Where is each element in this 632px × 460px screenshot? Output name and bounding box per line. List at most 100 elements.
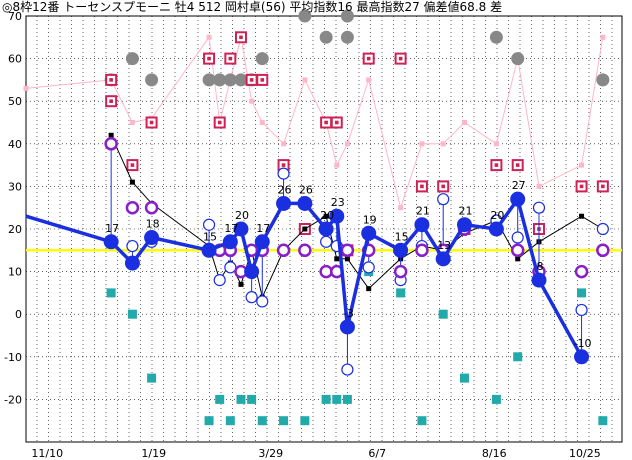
open-circle-marker	[256, 295, 269, 308]
chart-title: ◎8枠12番 トーセンスプモーニ 牡4 512 岡村卓(56) 平均指数16 最…	[2, 0, 502, 14]
ring-marker	[340, 243, 355, 258]
pink-series-point	[129, 120, 135, 125]
main-series-point	[233, 221, 249, 237]
main-series-point	[510, 191, 526, 207]
pink-square-center	[260, 78, 265, 82]
main-data-label: 23	[331, 196, 345, 209]
main-data-label: 20	[235, 209, 249, 222]
pink-square-center	[366, 56, 371, 61]
x-tick-label: 10/25	[569, 447, 601, 460]
teal-square-marker	[332, 394, 342, 404]
y-tick-label: 40	[8, 138, 22, 151]
main-data-label: 15	[203, 230, 217, 243]
pink-square-center	[130, 163, 135, 167]
main-series-point	[414, 217, 430, 233]
main-series-point	[103, 234, 119, 250]
gray-circle-marker	[145, 73, 159, 87]
gray-circle-marker	[340, 9, 354, 23]
ring-marker	[319, 264, 333, 279]
main-data-label: 17	[105, 222, 119, 235]
ring-marker	[125, 200, 140, 215]
main-series-point	[144, 230, 160, 246]
gray-circle-marker	[298, 9, 312, 23]
black-series-point	[344, 256, 350, 262]
main-data-label: 21	[416, 205, 430, 218]
main-data-label: 8	[536, 260, 543, 273]
y-tick-label: -10	[4, 351, 22, 364]
grid	[26, 15, 622, 443]
gray-circle-marker	[596, 73, 610, 87]
pink-series-point	[366, 77, 372, 83]
teal-square-marker	[513, 352, 523, 362]
open-circle-marker	[224, 261, 237, 274]
pink-square-center	[441, 184, 445, 189]
open-circle-marker	[126, 239, 139, 253]
main-series-point	[297, 195, 313, 211]
y-tick-label: 70	[8, 10, 22, 23]
black-series-point	[129, 179, 135, 185]
pink-series-point	[23, 85, 29, 91]
pink-square-center	[334, 120, 339, 125]
gray-circle-marker	[202, 73, 216, 87]
gray-circle-marker	[255, 52, 269, 66]
teal-square-marker	[417, 416, 427, 426]
teal-square-marker	[321, 394, 331, 404]
teal-square-marker	[257, 416, 267, 426]
main-series-point	[329, 208, 345, 224]
ring-marker	[415, 243, 429, 258]
teal-square-marker	[491, 394, 501, 404]
teal-square-marker	[236, 394, 246, 404]
main-data-label: 26	[299, 183, 313, 196]
y-tick-label: 0	[15, 308, 22, 321]
x-tick-label: 6/7	[368, 447, 386, 460]
main-series-point	[339, 319, 355, 335]
teal-square-marker	[215, 394, 225, 404]
open-circle-marker	[575, 303, 588, 317]
pink-series-point	[206, 34, 212, 40]
pink-square-center	[601, 184, 605, 189]
main-data-label: 20	[320, 209, 334, 222]
ring-marker	[393, 264, 408, 279]
pink-square-center	[228, 56, 233, 61]
pink-square-center	[249, 78, 254, 82]
main-series-point	[124, 255, 140, 271]
data-layer	[23, 9, 622, 426]
teal-square-marker	[396, 288, 406, 298]
teal-square-marker	[342, 394, 352, 404]
black-series-point	[323, 213, 329, 219]
pink-series-point	[600, 34, 606, 40]
x-tick-label: 1/19	[141, 447, 166, 460]
pink-series-point	[440, 141, 446, 147]
pink-square-center	[217, 120, 222, 125]
black-series-point	[238, 281, 244, 287]
y-tick-label: 20	[8, 223, 22, 236]
pink-series-point	[419, 141, 425, 147]
x-tick-label: 3/29	[258, 447, 283, 460]
y-tick-label: 10	[8, 266, 22, 279]
main-series-point	[244, 264, 260, 280]
gray-circle-marker	[125, 52, 139, 66]
ring-marker	[510, 243, 525, 258]
x-tick-label: 11/10	[31, 447, 63, 460]
open-circle-marker	[202, 218, 216, 231]
pink-series-point	[536, 183, 542, 189]
pink-series-point	[281, 141, 287, 147]
main-series-point	[318, 221, 334, 237]
black-series-point	[108, 132, 114, 138]
y-tick-label: 30	[8, 180, 22, 193]
ring-marker	[596, 243, 610, 258]
pink-square-center	[494, 163, 499, 167]
main-series-point	[488, 221, 504, 237]
open-circle-marker	[362, 261, 375, 274]
main-data-label: 13	[437, 239, 451, 252]
x-tick-label: 8/16	[482, 447, 507, 460]
main-series-point	[201, 242, 217, 258]
open-circle-marker	[511, 231, 524, 244]
main-series-point	[222, 234, 238, 250]
black-series-point	[515, 256, 521, 262]
pink-series-point	[493, 141, 499, 147]
ring-marker	[298, 243, 312, 258]
black-series-point	[579, 213, 585, 219]
